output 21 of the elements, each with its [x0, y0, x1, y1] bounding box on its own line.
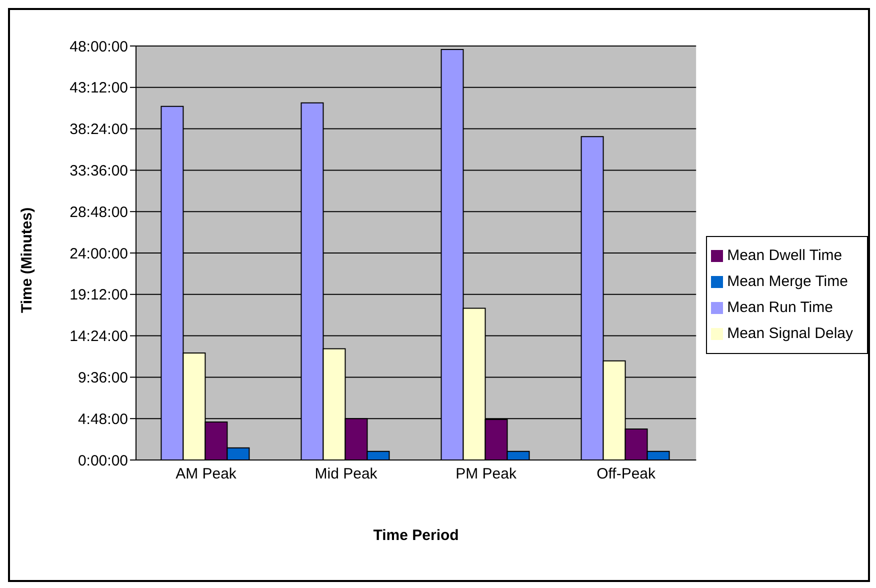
x-tick-label: AM Peak — [176, 466, 237, 483]
legend-label: Mean Dwell Time — [727, 247, 842, 264]
x-tick-label: Off-Peak — [596, 466, 656, 483]
y-tick-label: 38:24:00 — [70, 121, 128, 138]
y-tick-label: 33:36:00 — [70, 162, 128, 180]
y-tick-label: 4:48:00 — [78, 410, 128, 428]
x-tick-label: PM Peak — [456, 466, 517, 483]
y-tick-label: 9:36:00 — [78, 370, 128, 387]
y-tick-label: 24:00:00 — [70, 245, 128, 262]
y-tick-label: 0:00:00 — [78, 452, 128, 470]
x-axis-title: Time Period — [373, 527, 459, 544]
legend-label: Mean Run Time — [727, 299, 833, 316]
y-tick-label: 19:12:00 — [70, 286, 128, 304]
y-axis-title: Time (Minutes) — [18, 207, 36, 313]
legend-label: Mean Merge Time — [727, 273, 848, 290]
legend-label: Mean Signal Delay — [727, 325, 853, 342]
y-tick-label: 48:00:00 — [70, 38, 128, 56]
y-tick-label: 43:12:00 — [70, 80, 128, 97]
y-tick-label: 14:24:00 — [70, 328, 128, 346]
x-tick-label: Mid Peak — [314, 466, 378, 483]
y-tick-label: 28:48:00 — [70, 204, 128, 221]
